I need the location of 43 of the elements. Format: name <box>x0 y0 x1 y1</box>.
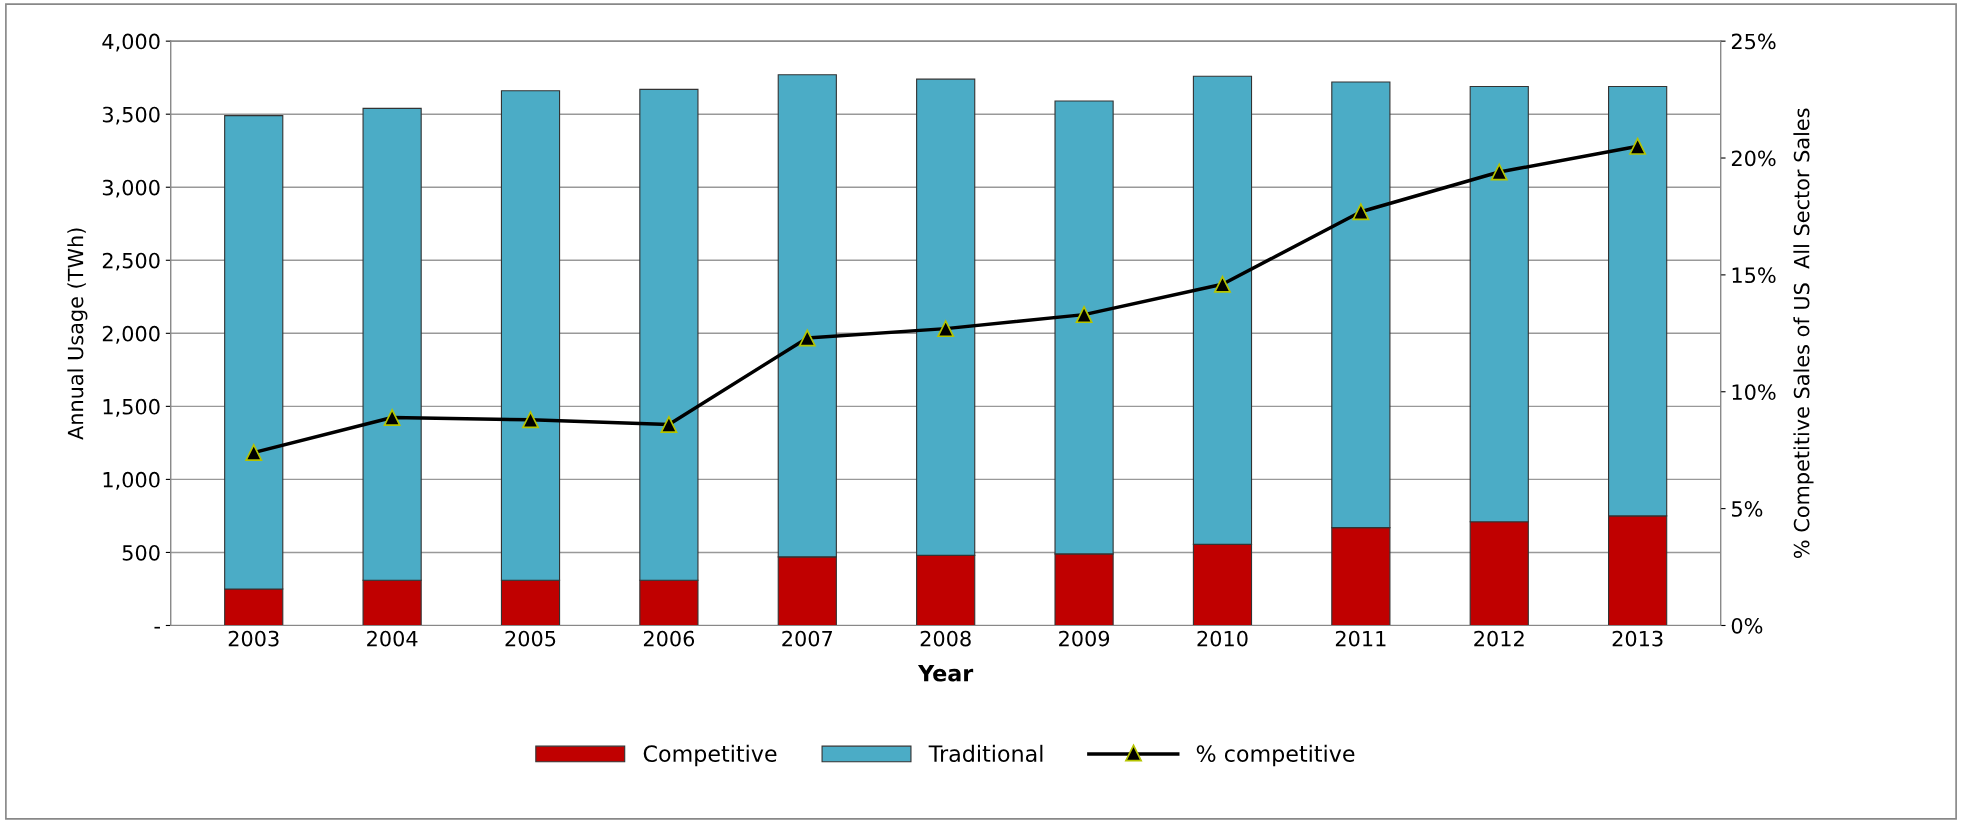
y2-tick-label: 0% <box>1731 617 1763 634</box>
y-tick-label: 3,000 <box>102 179 160 198</box>
point <box>798 329 816 347</box>
x-tick-label: 2003 <box>228 630 279 647</box>
x-tick-label: 2005 <box>505 630 556 647</box>
point <box>937 320 955 338</box>
point <box>1629 137 1647 155</box>
point <box>660 415 678 433</box>
y-tick-label: 3,500 <box>102 106 160 125</box>
x-tick-label: 2007 <box>782 630 833 647</box>
y-tick-label: 1,500 <box>103 398 160 417</box>
legend-label: Competitive <box>643 744 777 767</box>
y2-tick-label: 10% <box>1732 384 1776 400</box>
y2-axis-title: % Competitive Sales of US All Sector Sales <box>1793 108 1814 559</box>
y-tick-label: 2,000 <box>102 325 160 344</box>
y-tick-label: - <box>154 626 160 629</box>
y2-tick-label: 25% <box>1731 33 1776 50</box>
x-axis-title: Year <box>917 665 974 682</box>
point <box>522 411 539 429</box>
legend-label: % competitive <box>1196 744 1355 767</box>
x-tick-label: 2009 <box>1059 630 1110 647</box>
y2-tick-label: 20% <box>1731 150 1776 167</box>
x-tick-label: 2010 <box>1197 630 1248 647</box>
x-tick-label: 2006 <box>643 630 695 647</box>
y-tick-label: 4,000 <box>102 33 160 52</box>
x-tick-label: 2011 <box>1335 630 1386 647</box>
y-tick-label: 2,500 <box>102 252 160 271</box>
x-tick-label: 2013 <box>1612 630 1663 647</box>
point <box>245 444 263 461</box>
legend-label: Traditional <box>928 744 1043 763</box>
y-tick-label: 1,000 <box>103 471 160 490</box>
point <box>1075 306 1093 324</box>
point <box>1213 275 1231 293</box>
x-tick-label: 2004 <box>367 630 418 647</box>
point <box>383 408 401 426</box>
x-tick-label: 2012 <box>1474 630 1524 647</box>
point <box>1352 203 1370 221</box>
y-tick-label: 500 <box>122 544 160 561</box>
y2-tick-label: 5% <box>1732 501 1763 517</box>
y2-tick-label: 15% <box>1732 267 1776 284</box>
point <box>1490 163 1508 181</box>
y-axis-title: Annual Usage (TWh) <box>67 228 88 440</box>
x-tick-label: 2008 <box>920 630 971 647</box>
